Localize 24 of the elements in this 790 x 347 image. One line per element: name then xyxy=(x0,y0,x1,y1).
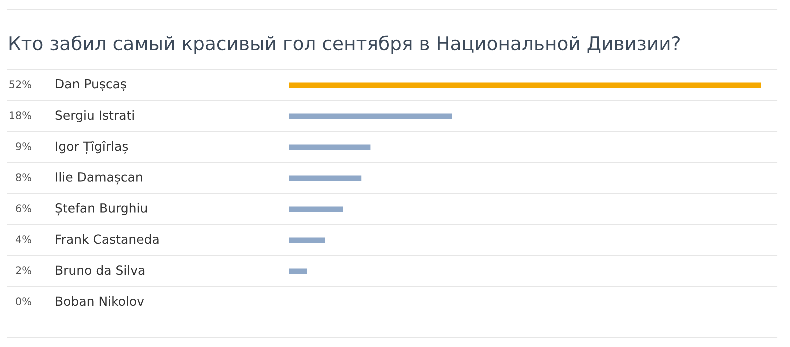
data-label: 6% xyxy=(16,204,32,213)
bar xyxy=(289,206,344,212)
y-tick-label: Dan Pușcaș xyxy=(56,79,126,92)
data-label: 8% xyxy=(16,174,32,182)
y-tick-label: Ilie Damașcan xyxy=(56,172,142,185)
data-label: 9% xyxy=(16,142,32,151)
chart-title: Кто забил самый красивый гол сентября в Национальной Дивизии? xyxy=(10,36,680,54)
y-tick-label: Ștefan Burghiu xyxy=(56,203,148,216)
bar xyxy=(289,114,452,120)
data-label: 18% xyxy=(10,112,32,120)
bar xyxy=(289,268,308,274)
data-label: 2% xyxy=(16,266,32,275)
bar xyxy=(289,82,761,88)
data-label: 0% xyxy=(16,298,32,306)
data-label: 52% xyxy=(10,80,32,89)
y-tick-label: Sergiu Istrati xyxy=(56,110,134,123)
data-label: 4% xyxy=(16,236,32,244)
bar xyxy=(289,176,362,182)
y-tick-label: Bruno da Silva xyxy=(56,265,145,276)
y-tick-label: Boban Nikolov xyxy=(56,296,144,306)
bar xyxy=(289,144,371,150)
bar xyxy=(289,238,326,244)
y-tick-label: Igor Țîgîrlaș xyxy=(56,141,128,154)
y-tick-label: Frank Castaneda xyxy=(56,234,159,244)
